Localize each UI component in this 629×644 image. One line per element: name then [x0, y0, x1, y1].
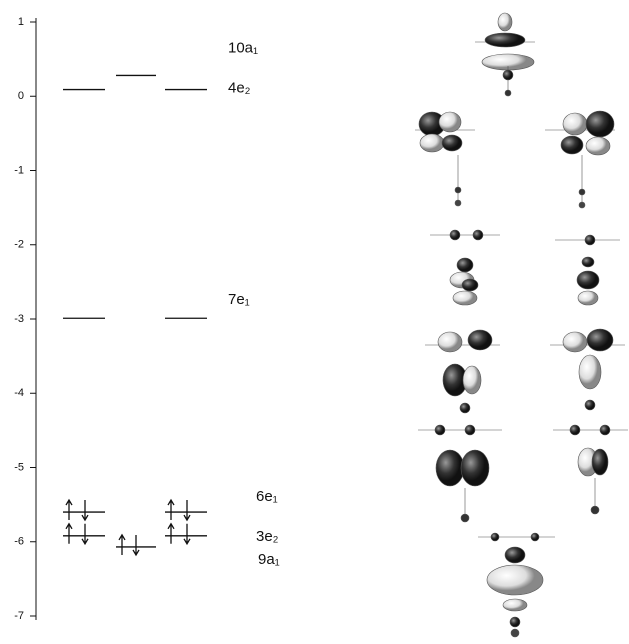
y-tick-label: -3 [14, 313, 24, 325]
electron-arrow [168, 524, 174, 544]
electron-arrow [133, 535, 139, 555]
y-tick-label: -7 [14, 610, 24, 622]
level-label: 7e₁ [228, 291, 250, 308]
electron-arrow [82, 500, 88, 520]
electron-arrow [184, 500, 190, 520]
orbital-images [415, 13, 628, 637]
electron-arrow [119, 535, 125, 555]
level-label: 9a₁ [258, 551, 280, 568]
y-tick-label: -1 [14, 164, 24, 176]
chart: 1 0 -1 -2 -3 -4 -5 -6 -7 10a₁ 4e₂ 7e₁ 6e₁ 3e₂ 9a₁ [0, 0, 629, 639]
electron-arrow [66, 524, 72, 544]
level-label: 3e₂ [256, 528, 279, 545]
y-tick-label: 1 [18, 16, 24, 28]
electron-arrow [184, 524, 190, 544]
electron-arrow [168, 500, 174, 520]
level-label: 10a₁ [228, 39, 258, 56]
y-tick-label: -6 [14, 536, 24, 548]
y-tick-label: -2 [14, 239, 24, 251]
level-label: 6e₁ [256, 488, 278, 505]
y-tick-label: 0 [18, 90, 24, 102]
electron-arrow [82, 524, 88, 544]
y-tick-label: -5 [14, 461, 24, 473]
electron-arrow [66, 500, 72, 520]
page: {"chart_data":{"type":"energy-level","yl… [0, 0, 629, 639]
level-label: 4e₂ [228, 80, 251, 97]
y-tick-label: -4 [14, 387, 24, 399]
